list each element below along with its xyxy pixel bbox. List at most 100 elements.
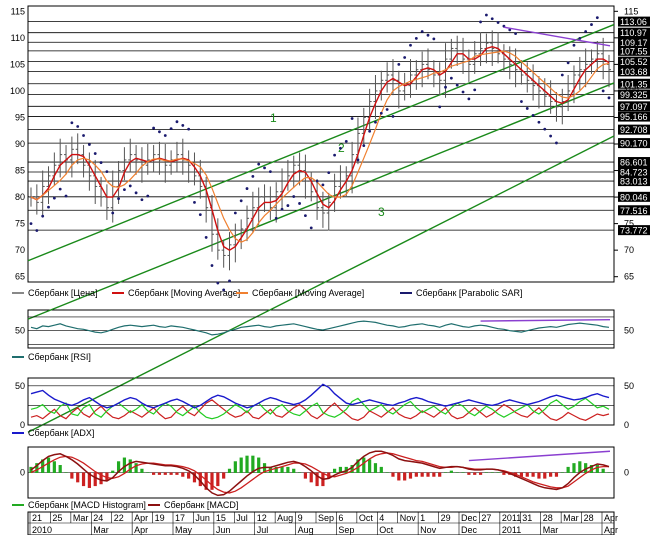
chart-frames [27, 5, 615, 499]
x-axis-tick-label: 15 [216, 513, 226, 523]
level-value-bg [618, 66, 650, 77]
macd-histogram-bar [181, 472, 185, 477]
level-value-box: 109.17 [618, 37, 650, 48]
level-value-label: 97.097 [620, 102, 648, 112]
macd-histogram-bar [379, 466, 383, 473]
macd-histogram-bar [105, 472, 109, 481]
adx-di-minus-line [30, 399, 610, 421]
sar-dot [403, 56, 407, 59]
sar-dot [414, 36, 418, 40]
level-value-label: 110.97 [620, 28, 647, 38]
macd-histogram-bar [116, 461, 121, 473]
sar-dot [286, 204, 290, 207]
macd-histogram-bar [192, 472, 197, 483]
sar-dot [292, 195, 296, 198]
macd-histogram-bar [70, 472, 74, 479]
sar-dot [432, 37, 436, 41]
price-legend-label: Сбербанк [Parabolic SAR] [416, 288, 522, 298]
x-axis-period-label: Dec [461, 525, 478, 535]
level-value-bg [618, 37, 650, 48]
sar-dot [333, 153, 336, 157]
macd-histogram-bar [496, 472, 500, 473]
price-y-tick-label-left: 80 [15, 192, 25, 202]
adx-line [30, 383, 610, 409]
sar-dot [379, 111, 383, 115]
sar-dot [420, 30, 424, 33]
level-value-box: 86.601 [618, 157, 650, 168]
macd-histogram-bar [58, 465, 62, 473]
level-value-box: 84.723 [618, 167, 650, 178]
macd-histogram-bar [239, 457, 243, 473]
sar-dot [47, 205, 50, 209]
macd-histogram-bar [519, 472, 524, 477]
macd-histogram-bar [29, 466, 33, 473]
sar-dot [140, 198, 144, 202]
sar-dot [175, 120, 179, 124]
macd-histogram-bar [198, 472, 202, 487]
level-value-box: 83.013 [618, 176, 650, 187]
price-y-tick-label: 115 [624, 6, 638, 16]
macd-panel[interactable]: 0 0 Сбербанк [MACD Histogram] Сбербанк [MAC… [12, 450, 629, 510]
sar-dot [280, 207, 284, 211]
sar-dot [169, 127, 173, 131]
level-value-bg [618, 56, 650, 67]
macd-histogram-bar [204, 472, 208, 490]
x-axis-tick-label: Apr [604, 513, 618, 523]
macd-histogram-bar [391, 472, 395, 477]
price-y-tick-label-left: 70 [15, 245, 25, 255]
sar-dot [461, 90, 465, 94]
macd-histogram-bar [227, 468, 232, 473]
macd-histogram-bar [146, 472, 150, 473]
channel-line-1 [27, 23, 615, 262]
level-value-label: 95.166 [620, 112, 648, 122]
x-axis-tick-label: Dec [461, 513, 478, 523]
sar-dot [496, 21, 500, 24]
macd-histogram-bar [35, 463, 39, 473]
sar-dot [99, 161, 103, 164]
rsi-panel[interactable]: 50 50 Сбербанк [RSI] [12, 316, 634, 362]
x-axis-period-label: Oct [379, 525, 394, 535]
macd-histogram-bar [134, 463, 138, 473]
macd-histogram-bar [426, 472, 430, 477]
x-axis-tick-label: 24 [93, 513, 103, 523]
sar-dot [438, 105, 442, 109]
macd-histogram-bar [362, 457, 366, 473]
price-y-tick-label-left: 105 [10, 59, 25, 69]
level-value-bg [618, 45, 650, 56]
macd-legend-label: Сбербанк [MACD] [164, 500, 238, 510]
macd-histogram-bar [216, 472, 220, 487]
level-value-label: 84.723 [620, 168, 648, 178]
level-value-label: 90.170 [620, 139, 648, 149]
macd-histogram-bar [187, 472, 191, 479]
sar-dot [146, 194, 150, 198]
sar-dot [339, 146, 342, 150]
macd-histogram-bar [408, 472, 413, 479]
macd-histogram-bar [292, 468, 296, 473]
macd-histogram-bar [297, 472, 302, 473]
sar-dot [193, 200, 196, 204]
channel-label-1: 1 [270, 111, 277, 125]
sar-dot [391, 115, 395, 118]
level-value-bg [618, 225, 650, 236]
x-axis-tick-label: 28 [584, 513, 594, 523]
sar-dot [128, 184, 132, 188]
price-y-tick-label-left: 85 [15, 166, 25, 176]
macd-signal-line [30, 452, 609, 494]
x-axis-tick-label: 19 [155, 513, 165, 523]
price-panel[interactable]: 1236570758085909510010511011565707580859… [10, 6, 650, 433]
x-axis-period-label: Apr [604, 525, 618, 535]
x-axis-period-label: Nov [420, 525, 437, 535]
sar-dot [508, 28, 512, 32]
sar-dot [444, 85, 447, 89]
sar-dot [455, 83, 459, 87]
macd-histogram-bar [152, 472, 156, 475]
x-axis-tick-label: Aug [277, 513, 293, 523]
sar-dot [239, 199, 243, 203]
sar-dot [41, 214, 45, 218]
macd-histogram-bar [46, 457, 51, 473]
x-axis-tick-label: 1 [420, 513, 425, 523]
macd-histogram-bar [350, 465, 354, 473]
x-axis: 21 25 Mar 24 22 Apr 19 17 Jun 15 Jul 12 Aug 9 Sep 6 Oct 4… [27, 511, 618, 535]
sar-dot [222, 288, 226, 292]
